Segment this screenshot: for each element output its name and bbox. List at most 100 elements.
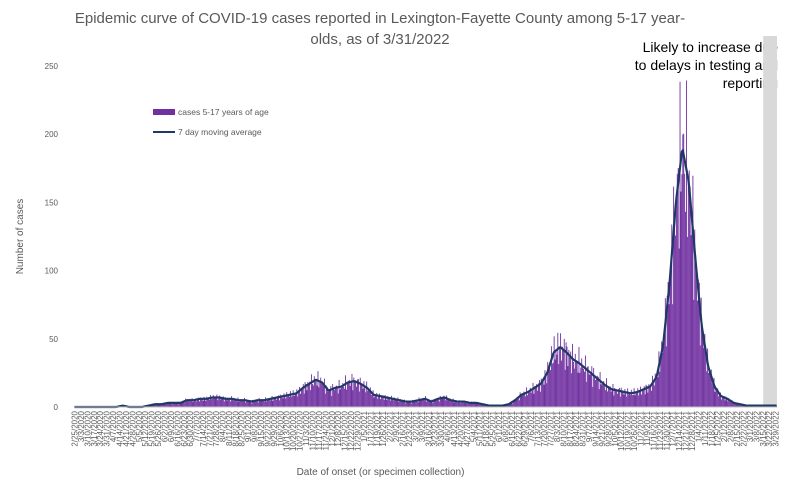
- case-bar: [614, 388, 616, 407]
- x-tick-label: 12/29/2020: [354, 410, 363, 451]
- x-tick-label: 5/12/2020: [141, 410, 150, 446]
- case-bar: [659, 371, 661, 407]
- case-bar: [253, 400, 255, 407]
- x-tick-label: 10/5/2021: [611, 410, 620, 446]
- legend-label-moving-average: 7 day moving average: [178, 127, 262, 137]
- case-bar: [320, 377, 322, 407]
- case-bar: [695, 255, 697, 407]
- case-bar: [301, 388, 303, 407]
- case-bar: [238, 401, 240, 407]
- case-bar: [417, 402, 419, 407]
- case-bar: [727, 401, 729, 407]
- x-tick-label: 6/30/2020: [186, 410, 195, 446]
- case-bar: [731, 400, 733, 407]
- case-bar: [606, 391, 608, 407]
- case-bar: [523, 391, 525, 407]
- x-tick-label: 1/4/2022: [694, 410, 703, 442]
- case-bar: [708, 372, 709, 407]
- case-bar: [388, 398, 390, 407]
- case-bar: [724, 400, 726, 407]
- case-bar: [195, 398, 197, 407]
- case-bar: [634, 395, 636, 407]
- case-bar: [319, 382, 321, 407]
- case-bar: [742, 405, 743, 407]
- case-bar: [466, 403, 468, 407]
- x-tick-label: 5/26/2020: [154, 410, 163, 446]
- case-bar: [706, 371, 708, 407]
- x-tick-label: 2/22/2022: [740, 410, 749, 446]
- x-tick-label: 12/21/2021: [682, 410, 691, 451]
- case-bar: [223, 401, 225, 407]
- case-bar: [709, 371, 710, 407]
- case-bar: [357, 379, 358, 407]
- case-bar: [482, 404, 484, 407]
- case-bar: [701, 330, 703, 407]
- case-bar: [470, 401, 472, 407]
- case-bar: [279, 394, 281, 407]
- case-bar: [346, 389, 347, 407]
- case-bar: [150, 405, 152, 407]
- case-bar: [454, 400, 456, 407]
- case-bar: [261, 400, 263, 407]
- case-bar: [621, 391, 623, 407]
- case-bar: [183, 401, 185, 407]
- case-bar: [352, 390, 354, 407]
- case-bar: [328, 391, 330, 407]
- case-bar: [565, 342, 567, 407]
- x-tick-label: 4/28/2020: [128, 410, 137, 446]
- case-bar: [578, 347, 580, 407]
- case-bar: [479, 403, 481, 407]
- case-bar: [589, 374, 591, 407]
- case-bar: [640, 394, 642, 407]
- case-bar: [693, 299, 695, 407]
- case-bar: [613, 395, 615, 407]
- case-bar: [604, 385, 606, 407]
- case-bar: [385, 396, 387, 407]
- case-bar: [516, 397, 518, 407]
- case-bar: [656, 374, 658, 407]
- case-bar: [546, 383, 548, 407]
- case-bar: [723, 396, 725, 407]
- case-bar: [615, 389, 617, 407]
- case-bar: [568, 349, 570, 407]
- case-bar: [174, 403, 176, 407]
- case-bar: [450, 401, 452, 407]
- case-bar: [349, 386, 351, 407]
- case-bar: [616, 389, 618, 407]
- case-bar: [181, 402, 183, 407]
- case-bar: [416, 400, 418, 407]
- case-bar: [329, 389, 331, 407]
- case-bar: [392, 400, 394, 407]
- case-bar: [444, 397, 446, 407]
- case-bar: [159, 404, 161, 407]
- case-bar: [182, 400, 184, 407]
- case-bar: [429, 401, 431, 407]
- x-tick-label: 12/14/2021: [675, 410, 684, 451]
- case-bar: [356, 386, 358, 407]
- case-bar: [200, 398, 202, 407]
- case-bar: [373, 397, 375, 407]
- case-bar: [281, 396, 283, 407]
- x-tick-label: 3/23/2021: [431, 410, 440, 446]
- y-tick-label: 250: [45, 62, 59, 71]
- case-bar: [471, 403, 473, 407]
- case-bar: [187, 400, 189, 407]
- case-bar: [725, 396, 727, 407]
- case-bar: [364, 386, 366, 407]
- case-bar: [326, 386, 328, 407]
- case-bar: [331, 395, 333, 407]
- case-bar: [555, 350, 557, 407]
- y-axis-ticks: 0 50 100 150 200 250: [45, 62, 59, 412]
- x-tick-label: 2/15/2022: [733, 410, 742, 446]
- case-bar: [433, 399, 435, 407]
- x-tick-label: 7/7/2020: [193, 410, 202, 442]
- case-bar: [694, 229, 696, 407]
- case-bar: [202, 400, 204, 407]
- case-bar: [222, 396, 224, 407]
- x-axis-label: Date of onset (or specimen collection): [297, 467, 465, 478]
- case-bar: [316, 385, 318, 407]
- case-bar: [590, 372, 592, 407]
- case-bar: [669, 281, 671, 407]
- case-bar: [300, 388, 302, 407]
- case-bar: [424, 400, 426, 407]
